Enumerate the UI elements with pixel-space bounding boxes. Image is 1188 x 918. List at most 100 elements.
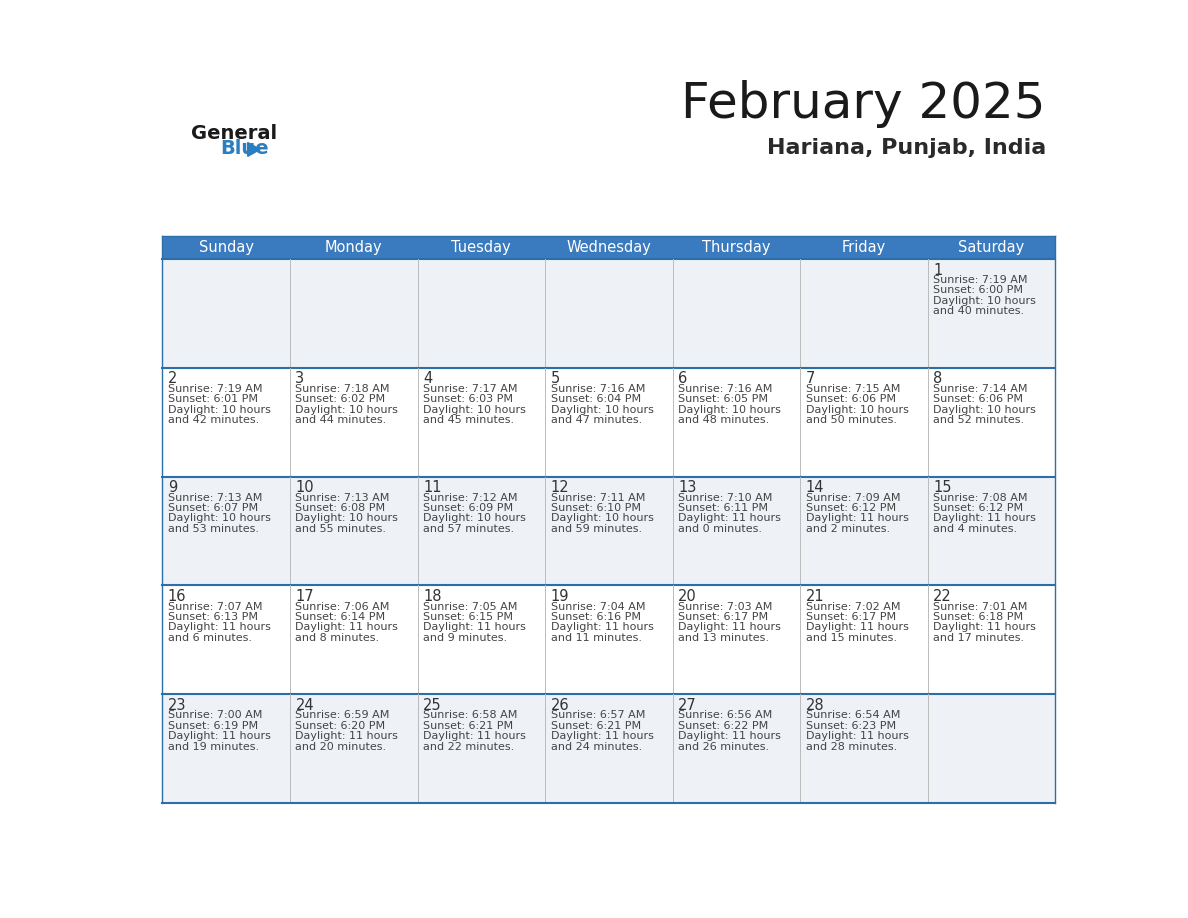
Text: and 50 minutes.: and 50 minutes. xyxy=(805,415,897,425)
Text: and 28 minutes.: and 28 minutes. xyxy=(805,742,897,752)
Text: Daylight: 11 hours: Daylight: 11 hours xyxy=(550,622,653,633)
Text: and 48 minutes.: and 48 minutes. xyxy=(678,415,770,425)
Text: and 2 minutes.: and 2 minutes. xyxy=(805,524,890,534)
Bar xyxy=(163,236,1055,259)
Text: Sunset: 6:09 PM: Sunset: 6:09 PM xyxy=(423,503,513,513)
Text: Daylight: 11 hours: Daylight: 11 hours xyxy=(933,622,1036,633)
Text: Sunrise: 6:56 AM: Sunrise: 6:56 AM xyxy=(678,711,772,721)
Text: Sunset: 6:11 PM: Sunset: 6:11 PM xyxy=(678,503,769,513)
Text: Sunset: 6:14 PM: Sunset: 6:14 PM xyxy=(296,612,386,622)
Text: Sunrise: 7:16 AM: Sunrise: 7:16 AM xyxy=(678,384,772,394)
Text: Daylight: 11 hours: Daylight: 11 hours xyxy=(423,622,526,633)
Text: Daylight: 11 hours: Daylight: 11 hours xyxy=(678,513,781,523)
Text: and 57 minutes.: and 57 minutes. xyxy=(423,524,514,534)
Text: and 0 minutes.: and 0 minutes. xyxy=(678,524,762,534)
Text: 23: 23 xyxy=(168,698,187,713)
Text: Sunrise: 6:59 AM: Sunrise: 6:59 AM xyxy=(296,711,390,721)
Text: Daylight: 10 hours: Daylight: 10 hours xyxy=(933,296,1036,306)
Text: Sunday: Sunday xyxy=(198,240,254,254)
Text: Friday: Friday xyxy=(842,240,886,254)
Text: Monday: Monday xyxy=(326,240,383,254)
Text: Sunset: 6:02 PM: Sunset: 6:02 PM xyxy=(296,394,386,404)
Text: Sunrise: 7:17 AM: Sunrise: 7:17 AM xyxy=(423,384,518,394)
Text: Hariana, Punjab, India: Hariana, Punjab, India xyxy=(766,138,1045,158)
Text: 20: 20 xyxy=(678,589,697,604)
Text: Daylight: 11 hours: Daylight: 11 hours xyxy=(296,732,398,741)
Bar xyxy=(163,367,1055,476)
Text: Wednesday: Wednesday xyxy=(567,240,651,254)
Text: Daylight: 10 hours: Daylight: 10 hours xyxy=(550,513,653,523)
Text: Sunset: 6:19 PM: Sunset: 6:19 PM xyxy=(168,721,258,731)
Bar xyxy=(163,694,1055,803)
Text: Daylight: 11 hours: Daylight: 11 hours xyxy=(805,732,909,741)
Text: 3: 3 xyxy=(296,372,304,386)
Text: Sunset: 6:16 PM: Sunset: 6:16 PM xyxy=(550,612,640,622)
Text: Daylight: 11 hours: Daylight: 11 hours xyxy=(168,732,271,741)
Text: 22: 22 xyxy=(933,589,952,604)
Text: and 44 minutes.: and 44 minutes. xyxy=(296,415,386,425)
Text: Sunset: 6:00 PM: Sunset: 6:00 PM xyxy=(933,285,1023,296)
Text: Daylight: 11 hours: Daylight: 11 hours xyxy=(678,732,781,741)
Text: Saturday: Saturday xyxy=(959,240,1024,254)
Text: Sunset: 6:07 PM: Sunset: 6:07 PM xyxy=(168,503,258,513)
Text: 17: 17 xyxy=(296,589,314,604)
Text: Sunrise: 7:06 AM: Sunrise: 7:06 AM xyxy=(296,601,390,611)
Text: Daylight: 11 hours: Daylight: 11 hours xyxy=(296,622,398,633)
Text: Sunrise: 7:02 AM: Sunrise: 7:02 AM xyxy=(805,601,901,611)
Text: 27: 27 xyxy=(678,698,697,713)
Text: and 8 minutes.: and 8 minutes. xyxy=(296,633,379,643)
Text: Sunset: 6:01 PM: Sunset: 6:01 PM xyxy=(168,394,258,404)
Text: 14: 14 xyxy=(805,480,824,496)
Polygon shape xyxy=(248,142,260,156)
Text: Sunrise: 7:19 AM: Sunrise: 7:19 AM xyxy=(168,384,263,394)
Text: Sunrise: 7:05 AM: Sunrise: 7:05 AM xyxy=(423,601,517,611)
Text: Daylight: 11 hours: Daylight: 11 hours xyxy=(168,622,271,633)
Bar xyxy=(163,476,1055,586)
Text: Sunset: 6:12 PM: Sunset: 6:12 PM xyxy=(805,503,896,513)
Text: Sunset: 6:17 PM: Sunset: 6:17 PM xyxy=(678,612,769,622)
Text: 19: 19 xyxy=(550,589,569,604)
Text: Sunset: 6:06 PM: Sunset: 6:06 PM xyxy=(805,394,896,404)
Text: and 13 minutes.: and 13 minutes. xyxy=(678,633,769,643)
Text: and 42 minutes.: and 42 minutes. xyxy=(168,415,259,425)
Text: 1: 1 xyxy=(933,263,942,277)
Text: Daylight: 10 hours: Daylight: 10 hours xyxy=(423,513,526,523)
Text: 21: 21 xyxy=(805,589,824,604)
Text: 9: 9 xyxy=(168,480,177,496)
Text: Daylight: 10 hours: Daylight: 10 hours xyxy=(678,405,781,415)
Text: and 6 minutes.: and 6 minutes. xyxy=(168,633,252,643)
Text: Daylight: 10 hours: Daylight: 10 hours xyxy=(423,405,526,415)
Text: Sunset: 6:06 PM: Sunset: 6:06 PM xyxy=(933,394,1023,404)
Text: 6: 6 xyxy=(678,372,688,386)
Text: Sunset: 6:08 PM: Sunset: 6:08 PM xyxy=(296,503,386,513)
Text: February 2025: February 2025 xyxy=(682,80,1045,128)
Text: Daylight: 11 hours: Daylight: 11 hours xyxy=(933,513,1036,523)
Text: 13: 13 xyxy=(678,480,696,496)
Text: and 4 minutes.: and 4 minutes. xyxy=(933,524,1017,534)
Text: Sunrise: 7:19 AM: Sunrise: 7:19 AM xyxy=(933,274,1028,285)
Text: Sunrise: 7:16 AM: Sunrise: 7:16 AM xyxy=(550,384,645,394)
Text: Daylight: 10 hours: Daylight: 10 hours xyxy=(296,513,398,523)
Text: 4: 4 xyxy=(423,372,432,386)
Text: 5: 5 xyxy=(550,372,560,386)
Text: Daylight: 11 hours: Daylight: 11 hours xyxy=(550,732,653,741)
Text: Sunrise: 7:15 AM: Sunrise: 7:15 AM xyxy=(805,384,901,394)
Text: Daylight: 10 hours: Daylight: 10 hours xyxy=(933,405,1036,415)
Text: Daylight: 10 hours: Daylight: 10 hours xyxy=(168,405,271,415)
Text: Sunrise: 6:54 AM: Sunrise: 6:54 AM xyxy=(805,711,901,721)
Text: and 47 minutes.: and 47 minutes. xyxy=(550,415,642,425)
Text: Sunset: 6:04 PM: Sunset: 6:04 PM xyxy=(550,394,640,404)
Text: and 22 minutes.: and 22 minutes. xyxy=(423,742,514,752)
Text: and 53 minutes.: and 53 minutes. xyxy=(168,524,259,534)
Text: Sunrise: 7:00 AM: Sunrise: 7:00 AM xyxy=(168,711,263,721)
Text: and 45 minutes.: and 45 minutes. xyxy=(423,415,514,425)
Text: Tuesday: Tuesday xyxy=(451,240,511,254)
Text: and 17 minutes.: and 17 minutes. xyxy=(933,633,1024,643)
Text: 12: 12 xyxy=(550,480,569,496)
Text: Sunset: 6:05 PM: Sunset: 6:05 PM xyxy=(678,394,769,404)
Text: General: General xyxy=(191,124,277,143)
Text: Daylight: 11 hours: Daylight: 11 hours xyxy=(805,513,909,523)
Text: 15: 15 xyxy=(933,480,952,496)
Text: Sunrise: 7:10 AM: Sunrise: 7:10 AM xyxy=(678,493,772,503)
Text: Sunrise: 7:08 AM: Sunrise: 7:08 AM xyxy=(933,493,1028,503)
